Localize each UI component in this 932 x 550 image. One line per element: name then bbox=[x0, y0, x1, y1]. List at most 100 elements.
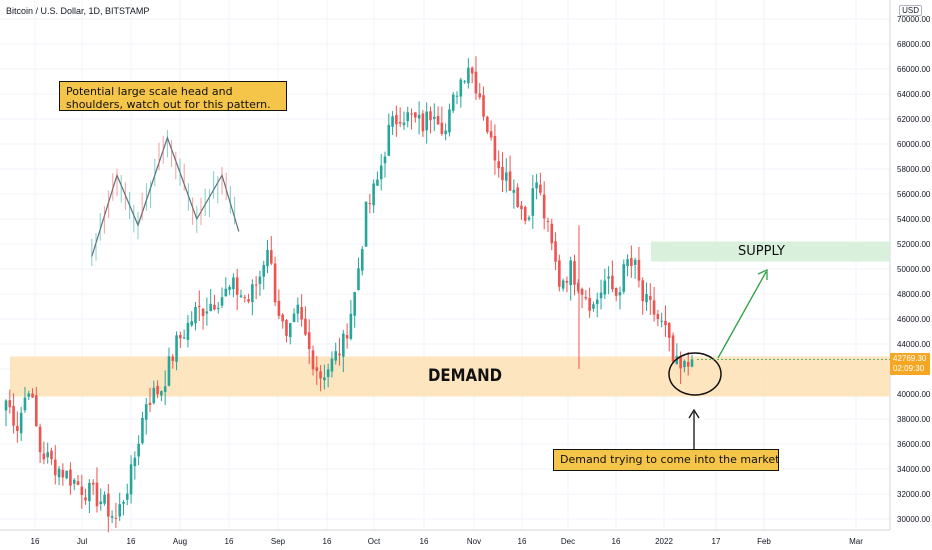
candle-body bbox=[156, 385, 159, 395]
y-tick-label: 32000.00 bbox=[897, 490, 931, 499]
head-shoulders-line bbox=[91, 135, 240, 257]
candle-body bbox=[19, 412, 23, 434]
candle-body bbox=[690, 359, 694, 367]
x-tick-label: Aug bbox=[173, 537, 187, 546]
x-tick-label: 2022 bbox=[655, 537, 673, 546]
y-tick-label: 46000.00 bbox=[897, 315, 931, 324]
candle-body bbox=[504, 172, 508, 181]
candle-body bbox=[645, 293, 648, 303]
candle-body bbox=[364, 201, 368, 247]
candle-body bbox=[319, 371, 322, 379]
candle-body bbox=[118, 504, 121, 517]
candle-body bbox=[72, 479, 76, 484]
candle-body bbox=[61, 469, 65, 478]
highlight-circle bbox=[668, 352, 722, 396]
candle-body bbox=[410, 113, 413, 115]
candle-body bbox=[326, 369, 330, 378]
y-tick-label: 68000.00 bbox=[897, 40, 931, 49]
candle-body bbox=[686, 362, 690, 367]
candle-body bbox=[535, 182, 538, 189]
candle-body bbox=[160, 391, 163, 396]
candle-body bbox=[213, 304, 216, 310]
candle-body bbox=[573, 261, 576, 285]
candle-body bbox=[175, 335, 178, 362]
candle-body bbox=[307, 332, 311, 350]
candle-body bbox=[251, 284, 254, 303]
candle-body bbox=[398, 121, 402, 124]
candle-body bbox=[254, 284, 258, 286]
candle-body bbox=[266, 249, 269, 267]
candle-body bbox=[630, 258, 633, 266]
y-tick-label: 56000.00 bbox=[897, 190, 931, 199]
candle-body bbox=[512, 189, 516, 193]
candle-body bbox=[65, 470, 68, 479]
head-shoulders-note: Potential large scale head and shoulders… bbox=[59, 81, 287, 111]
candle-body bbox=[558, 260, 561, 287]
candle-body bbox=[478, 93, 482, 98]
symbol-title[interactable]: Bitcoin / U.S. Dollar, 1D, BITSTAMP bbox=[6, 6, 150, 16]
candle-body bbox=[607, 276, 610, 279]
candle-body bbox=[584, 296, 588, 299]
bar-countdown: 02:09:30 bbox=[893, 364, 925, 373]
y-tick-label: 36000.00 bbox=[897, 440, 931, 449]
candle-body bbox=[542, 194, 546, 219]
candle-body bbox=[273, 263, 277, 303]
candle-body bbox=[455, 95, 459, 97]
demand-arrowhead bbox=[688, 408, 700, 419]
candle-body bbox=[641, 280, 645, 302]
candle-body bbox=[360, 249, 364, 271]
candle-body bbox=[440, 122, 444, 134]
candle-body bbox=[35, 395, 38, 427]
candle-body bbox=[372, 183, 375, 206]
supply-arrowhead bbox=[757, 268, 768, 280]
candle-body bbox=[349, 313, 353, 339]
candle-body bbox=[50, 450, 53, 460]
x-tick-label: 16 bbox=[612, 537, 621, 546]
candle-body bbox=[402, 122, 406, 126]
supply-zone-label: SUPPLY bbox=[738, 244, 785, 259]
candle-body bbox=[144, 404, 148, 420]
currency-badge[interactable]: USD bbox=[899, 5, 922, 16]
x-tick-label: Mar bbox=[849, 537, 863, 546]
candle-body bbox=[448, 109, 451, 133]
candle-body bbox=[99, 501, 103, 505]
candle-body bbox=[599, 292, 603, 299]
candle-body bbox=[406, 112, 410, 122]
candle-body bbox=[197, 306, 201, 308]
candle-body bbox=[489, 131, 493, 138]
candle-body bbox=[285, 320, 288, 336]
candle-body bbox=[614, 287, 618, 296]
candle-body bbox=[4, 400, 8, 411]
candle-body bbox=[671, 335, 675, 362]
candle-body bbox=[330, 358, 334, 372]
y-tick-label: 62000.00 bbox=[897, 115, 931, 124]
y-tick-label: 50000.00 bbox=[897, 265, 931, 274]
candle-body bbox=[107, 493, 110, 517]
y-tick-label: 44000.00 bbox=[897, 340, 931, 349]
candle-body bbox=[53, 459, 57, 476]
candle-body bbox=[16, 425, 19, 432]
candle-body bbox=[637, 259, 641, 281]
candle-body bbox=[323, 377, 326, 381]
candle-body bbox=[292, 313, 296, 322]
candle-body bbox=[205, 311, 209, 314]
y-tick-label: 34000.00 bbox=[897, 465, 931, 474]
candle-body bbox=[569, 260, 573, 286]
candle-body bbox=[163, 386, 167, 392]
candle-body bbox=[520, 205, 523, 210]
y-tick-label: 48000.00 bbox=[897, 290, 931, 299]
candle-body bbox=[141, 417, 144, 444]
candle-body bbox=[137, 443, 140, 457]
candle-body bbox=[357, 268, 360, 291]
candle-body bbox=[224, 288, 228, 297]
candle-body bbox=[580, 288, 584, 295]
candle-body bbox=[539, 184, 542, 193]
candle-body bbox=[425, 111, 428, 131]
candle-body bbox=[152, 387, 156, 404]
x-tick-label: 16 bbox=[31, 537, 40, 546]
candle-body bbox=[588, 298, 591, 311]
candle-body bbox=[88, 482, 91, 502]
candle-body bbox=[114, 517, 118, 519]
y-tick-label: 64000.00 bbox=[897, 90, 931, 99]
